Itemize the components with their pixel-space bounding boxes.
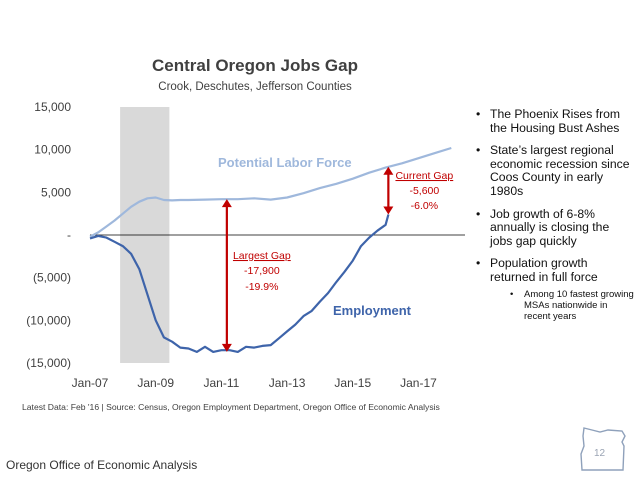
y-axis: 15,000 10,000 5,000 - (5,000) (10,000) (15,000… bbox=[26, 100, 465, 370]
current-gap-arrow-head-top bbox=[383, 166, 394, 175]
page-number: 12 bbox=[594, 448, 606, 459]
potential-labor-force-line bbox=[89, 146, 452, 238]
largest-gap-label: Largest Gap bbox=[233, 250, 291, 262]
chart-subtitle: Crook, Deschutes, Jefferson Counties bbox=[158, 81, 352, 93]
bullet-list: The Phoenix Rises from the Housing Bust … bbox=[474, 107, 634, 331]
sub-bullet-item: Among 10 fastest growing MSAs nationwide… bbox=[508, 289, 634, 322]
bullet-item: State’s largest regional economic recess… bbox=[474, 143, 634, 198]
current-gap-label: Current Gap bbox=[395, 170, 453, 182]
series-layer: Potential Labor Force Employment bbox=[89, 146, 452, 353]
largest-gap-arrow-head-top bbox=[221, 199, 232, 208]
footer-org-name: Oregon Office of Economic Analysis bbox=[6, 458, 198, 472]
bullet-item: The Phoenix Rises from the Housing Bust … bbox=[474, 107, 634, 135]
bullet-item: Job growth of 6-8% annually is closing t… bbox=[474, 207, 634, 249]
current-gap-pct: -6.0% bbox=[411, 200, 438, 212]
chart-title: Central Oregon Jobs Gap bbox=[152, 56, 358, 75]
sub-bullet-list: Among 10 fastest growing MSAs nationwide… bbox=[490, 289, 634, 322]
y-tick-label: - bbox=[67, 228, 71, 242]
largest-gap-arrow-head-bottom bbox=[221, 343, 232, 352]
chart-source: Latest Data: Feb '16 | Source: Census, O… bbox=[22, 402, 440, 412]
jobs-gap-chart: Central Oregon Jobs Gap Crook, Deschutes… bbox=[22, 56, 465, 412]
x-tick-label: Jan-13 bbox=[269, 376, 306, 390]
bullet-item: Population growth returned in full force… bbox=[474, 256, 634, 322]
series-label-potential-labor-force: Potential Labor Force bbox=[218, 155, 352, 170]
x-tick-label: Jan-07 bbox=[72, 376, 109, 390]
x-tick-label: Jan-11 bbox=[203, 376, 239, 390]
series-label-employment: Employment bbox=[333, 303, 412, 318]
employment-line bbox=[89, 214, 390, 353]
y-tick-label: (10,000) bbox=[26, 313, 71, 327]
current-gap-arrow-head-bottom bbox=[383, 206, 394, 215]
oregon-state-outline-icon bbox=[580, 427, 626, 471]
y-tick-label: (15,000) bbox=[26, 356, 71, 370]
largest-gap-value: -17,900 bbox=[244, 265, 280, 277]
y-tick-label: 10,000 bbox=[34, 143, 71, 157]
y-tick-label: (5,000) bbox=[33, 271, 71, 285]
y-tick-label: 15,000 bbox=[34, 100, 71, 114]
x-tick-label: Jan-09 bbox=[137, 376, 174, 390]
annotations-layer: Largest Gap -17,900 -19.9% Current Gap -5,60… bbox=[221, 166, 453, 352]
largest-gap-pct: -19.9% bbox=[245, 281, 278, 293]
bullet-item-text: Population growth returned in full force bbox=[490, 256, 598, 284]
y-tick-label: 5,000 bbox=[41, 185, 71, 199]
current-gap-value: -5,600 bbox=[409, 185, 439, 197]
x-axis: Jan-07 Jan-09 Jan-11 Jan-13 Jan-15 Jan-17 bbox=[72, 376, 437, 390]
x-tick-label: Jan-17 bbox=[400, 376, 437, 390]
x-tick-label: Jan-15 bbox=[334, 376, 371, 390]
